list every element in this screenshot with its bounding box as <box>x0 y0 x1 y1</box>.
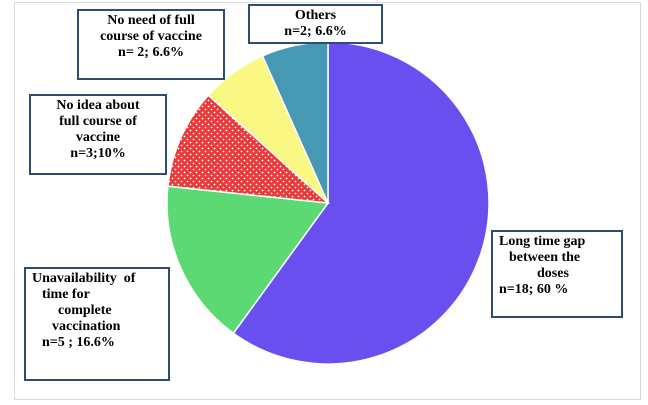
label-long-time-gap-line: between the <box>509 250 581 265</box>
label-no-idea: No idea about full course of vaccine n=3… <box>29 94 167 175</box>
label-unavailability-line: n=5 ; 16.6% <box>42 335 115 350</box>
pie-slice-0 <box>232 41 490 365</box>
label-others-line: Others <box>294 8 337 23</box>
label-long-time-gap-line: Long time gap <box>499 234 586 249</box>
label-no-idea-line: full course of <box>59 114 137 129</box>
label-long-time-gap-line: doses <box>537 266 569 281</box>
label-long-time-gap-line: n=18; 60 % <box>499 282 569 297</box>
label-no-need-line: n= 2; 6.6% <box>118 45 184 60</box>
pie-slices <box>166 41 490 365</box>
label-unavailability-line: time for <box>42 287 90 302</box>
label-unavailability: Unavailability of time for complete vacc… <box>24 267 170 381</box>
label-others-line: n=2; 6.6% <box>284 24 347 39</box>
label-no-idea-line: vaccine <box>75 130 121 145</box>
label-no-idea-line: n=3;10% <box>70 146 126 161</box>
pie-slice-1 <box>166 185 330 335</box>
label-no-idea-line: No idea about <box>56 98 140 113</box>
label-others: Others n=2; 6.6% <box>248 4 383 44</box>
label-long-time-gap: Long time gap between the doses n=18; 60… <box>491 230 623 318</box>
pie-slice-2 <box>167 94 331 204</box>
label-no-need-line: course of vaccine <box>100 29 202 44</box>
label-unavailability-line: Unavailability of <box>32 271 136 286</box>
label-unavailability-line: complete <box>58 303 112 318</box>
label-no-need: No need of full course of vaccine n= 2; … <box>77 9 225 80</box>
label-unavailability-line: vaccination <box>52 319 121 334</box>
label-no-need-line: No need of full <box>107 13 195 28</box>
